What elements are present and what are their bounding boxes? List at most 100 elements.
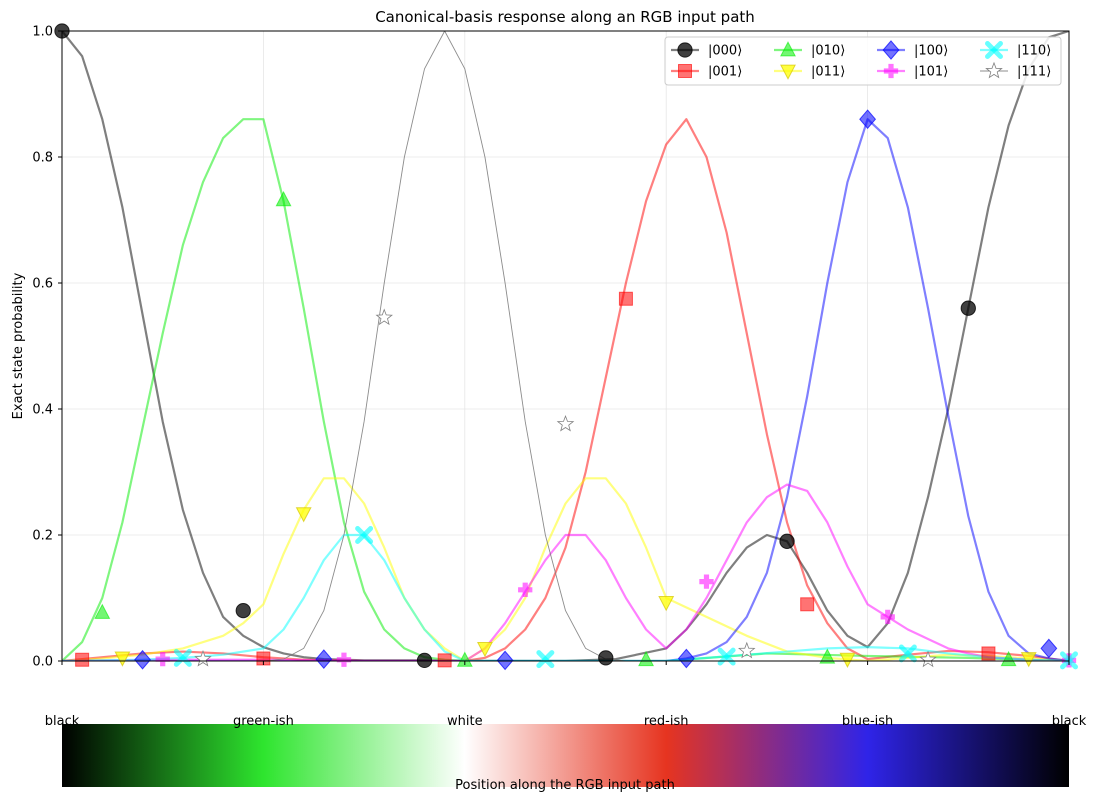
marker-plus (336, 652, 352, 667)
colorbar-gradient (62, 724, 1069, 787)
legend-label: |100⟩ (914, 44, 948, 59)
series-line-5 (62, 483, 1069, 661)
marker-star (919, 650, 937, 668)
y-tick-label: 0.4 (32, 403, 53, 418)
colorbar-label: blue-ish (842, 714, 893, 729)
colorbar (62, 724, 1069, 787)
marker-x-stroke (536, 650, 555, 669)
marker-circle (677, 42, 693, 58)
legend-entry: |101⟩ (877, 63, 948, 80)
marker-triangle-up (1000, 650, 1017, 667)
marker-circle (779, 533, 795, 549)
marker-diamond (677, 648, 695, 669)
marker-triangle-down (1020, 652, 1037, 668)
marker-plus (155, 651, 170, 667)
series-layer (62, 31, 1069, 661)
marker-x (985, 41, 1003, 59)
series-line-4 (62, 118, 1069, 661)
legend-entry: |011⟩ (774, 65, 845, 80)
legend-entry: |001⟩ (671, 64, 742, 80)
legend: |000⟩ |001⟩ |010⟩ |011⟩ |100⟩ |101⟩ |110⟩ |111⟩ (664, 36, 1062, 86)
series-line-0 (62, 31, 1069, 661)
marker-triangle-up (275, 190, 292, 207)
marker-triangle-down (476, 642, 493, 658)
marker-x-stroke (898, 644, 917, 663)
marker-plus (880, 609, 895, 625)
marker-star (375, 308, 393, 326)
marker-x (173, 648, 192, 667)
legend-label: |110⟩ (1017, 44, 1051, 59)
legend-entry: |010⟩ (774, 41, 845, 59)
legend-entry: |111⟩ (980, 61, 1051, 80)
marker-triangle-up (94, 603, 111, 619)
colorbar-label: white (447, 714, 483, 729)
colorbar-label: green-ish (233, 714, 294, 729)
marker-x-stroke (173, 648, 192, 667)
colorbar-label: black (45, 714, 80, 729)
marker-square (437, 653, 452, 668)
series-line-6 (62, 533, 1069, 661)
marker-circle (960, 300, 976, 316)
colorbar-label: red-ish (644, 714, 689, 729)
marker-diamond (859, 109, 877, 130)
legend-label: |001⟩ (708, 65, 742, 80)
legend-entry: |100⟩ (877, 40, 948, 60)
marker-diamond (882, 40, 900, 60)
legend-label: |011⟩ (811, 65, 845, 80)
legend-label: |101⟩ (914, 65, 948, 80)
marker-triangle-up (638, 650, 655, 667)
plot-frame (61, 30, 1070, 662)
legend-entry: |000⟩ (671, 42, 742, 59)
marker-layer (54, 23, 1078, 671)
marker-star (738, 641, 756, 659)
marker-star (556, 414, 575, 432)
marker-triangle-up (819, 648, 836, 664)
marker-plus (699, 574, 714, 589)
y-axis: 0.0 0.2 0.4 0.6 0.8 1.0 (32, 25, 62, 670)
marker-circle (235, 602, 251, 619)
marker-x (536, 650, 555, 669)
marker-diamond (1040, 638, 1058, 659)
marker-x-stroke (985, 41, 1003, 59)
marker-triangle-down (839, 652, 856, 668)
legend-entry: |110⟩ (980, 41, 1051, 59)
legend-label: |010⟩ (811, 44, 845, 59)
y-tick-label: 0.0 (32, 655, 53, 670)
marker-triangle-down (114, 651, 131, 667)
marker-x (898, 644, 917, 663)
marker-circle (598, 650, 614, 666)
marker-triangle-down (658, 596, 675, 612)
marker-square (678, 64, 692, 78)
chart-title: Canonical-basis response along an RGB in… (375, 8, 755, 26)
series-line-7 (62, 31, 1069, 661)
y-axis-label: Exact state probability (11, 272, 26, 419)
marker-triangle-down (295, 507, 312, 523)
marker-square (800, 597, 815, 612)
series-line-2 (62, 118, 1069, 661)
legend-box (664, 36, 1062, 86)
marker-triangle-down (780, 64, 796, 80)
marker-square (981, 646, 996, 661)
y-tick-label: 0.2 (32, 529, 53, 544)
marker-star (985, 61, 1003, 79)
colorbar-label: black (1052, 714, 1087, 729)
marker-square (75, 652, 90, 667)
marker-x-stroke (355, 526, 374, 544)
y-tick-label: 0.8 (32, 151, 53, 166)
legend-label: |111⟩ (1017, 65, 1051, 80)
marker-x (355, 526, 374, 544)
marker-square (618, 291, 633, 306)
marker-circle (416, 652, 433, 669)
marker-star (194, 649, 212, 667)
colorbar-labels: black green-ish white red-ish blue-ish black (45, 714, 1087, 729)
marker-diamond (134, 649, 152, 670)
y-tick-label: 1.0 (32, 25, 53, 40)
marker-diamond (496, 650, 514, 671)
x-axis (61, 661, 1070, 665)
grid-lines (61, 30, 1070, 662)
marker-triangle-up (456, 651, 473, 667)
y-tick-label: 0.6 (32, 277, 53, 292)
x-axis-label: Position along the RGB input path (455, 778, 675, 793)
marker-plus (883, 63, 899, 79)
